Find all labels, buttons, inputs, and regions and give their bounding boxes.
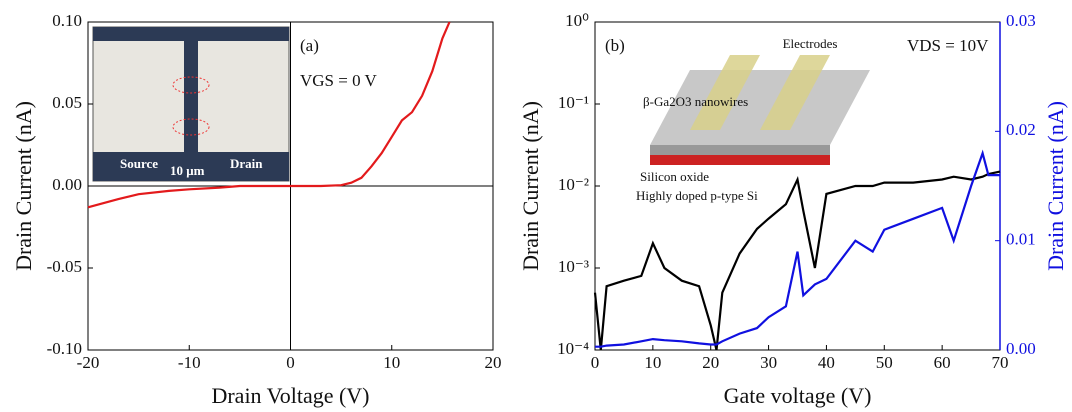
y-axis-label: Drain Current (nA)	[11, 101, 36, 271]
x-tick-label: -10	[178, 353, 201, 372]
y-axis-label: Drain Current (nA)	[518, 101, 543, 271]
x-axis-label: Drain Voltage (V)	[211, 383, 369, 408]
annotation: Highly doped p-type Si	[636, 188, 758, 203]
x-tick-label: 10	[644, 353, 661, 372]
annotation: (a)	[300, 36, 319, 55]
annotation: VGS = 0 V	[300, 71, 378, 90]
inset-schematic	[650, 55, 870, 165]
y-tick-label: -0.10	[47, 339, 82, 358]
y-tick-label: 10⁻¹	[558, 93, 589, 112]
annotation: Silicon oxide	[640, 169, 709, 184]
x-tick-label: 60	[934, 353, 951, 372]
x-tick-label: -20	[77, 353, 100, 372]
y2-axis-label: Drain Current (nA)	[1043, 101, 1068, 271]
y2-tick-label: 0.02	[1006, 120, 1036, 139]
annotation: β-Ga2O3 nanowires	[643, 94, 748, 109]
x-tick-label: 0	[286, 353, 295, 372]
x-tick-label: 70	[992, 353, 1009, 372]
x-tick-label: 40	[818, 353, 835, 372]
data-line	[593, 170, 1001, 351]
y2-tick-label: 0.03	[1006, 11, 1036, 30]
y-tick-label: -0.05	[47, 257, 82, 276]
y-tick-label: 10⁻⁴	[557, 339, 589, 358]
annotation: (b)	[605, 36, 625, 55]
y-tick-label: 10⁻³	[558, 257, 589, 276]
y-tick-label: 0.00	[52, 175, 82, 194]
y-tick-label: 0.10	[52, 11, 82, 30]
x-tick-label: 10	[383, 353, 400, 372]
x-tick-label: 0	[591, 353, 600, 372]
inset-micrograph	[92, 26, 290, 182]
x-tick-label: 30	[760, 353, 777, 372]
y-tick-label: 10⁻²	[558, 175, 589, 194]
x-tick-label: 20	[485, 353, 502, 372]
x-tick-label: 20	[702, 353, 719, 372]
data-line	[595, 149, 1000, 348]
annotation: 10 μm	[170, 163, 205, 178]
x-axis-label: Gate voltage (V)	[724, 383, 872, 408]
y-tick-label: 10⁰	[565, 11, 589, 30]
annotation: Electrodes	[783, 36, 838, 51]
data-line	[87, 21, 451, 209]
annotation: Source	[120, 156, 158, 171]
x-tick-label: 50	[876, 353, 893, 372]
y2-tick-label: 0.01	[1006, 230, 1036, 249]
y-tick-label: 0.05	[52, 93, 82, 112]
annotation: VDS = 10V	[907, 36, 989, 55]
annotation: Drain	[230, 156, 263, 171]
y2-tick-label: 0.00	[1006, 339, 1036, 358]
